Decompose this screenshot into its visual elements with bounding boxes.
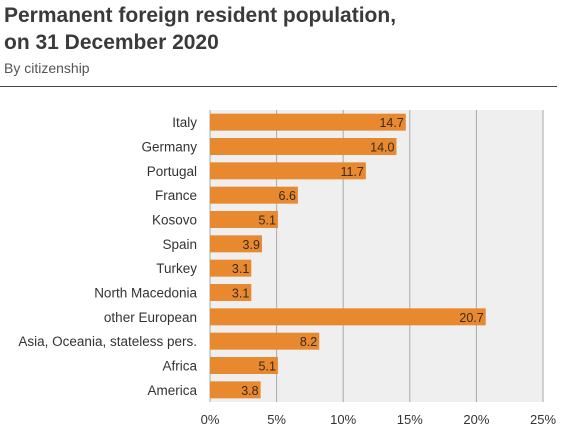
chart-title-line-1: Permanent foreign resident population, bbox=[4, 4, 397, 27]
x-tick-label: 25% bbox=[530, 412, 556, 427]
category-label: Africa bbox=[162, 359, 197, 374]
x-tick-label: 5% bbox=[267, 412, 286, 427]
category-label: Italy bbox=[172, 115, 197, 130]
bar bbox=[210, 332, 320, 350]
value-label: 5.1 bbox=[259, 214, 276, 228]
value-label: 3.1 bbox=[232, 287, 249, 301]
category-label: other European bbox=[104, 310, 197, 325]
value-label: 3.1 bbox=[232, 262, 249, 276]
category-label: Asia, Oceania, stateless pers. bbox=[18, 334, 197, 349]
category-label: North Macedonia bbox=[94, 286, 197, 301]
bar bbox=[210, 308, 486, 326]
plot-area bbox=[210, 110, 543, 402]
value-label: 3.9 bbox=[243, 238, 260, 252]
bar bbox=[210, 235, 262, 253]
bar bbox=[210, 186, 298, 204]
bar bbox=[210, 259, 252, 277]
value-label: 6.6 bbox=[279, 189, 296, 203]
title-divider bbox=[0, 86, 557, 87]
value-label: 5.1 bbox=[259, 360, 276, 374]
category-label: Germany bbox=[141, 140, 197, 155]
category-label: Portugal bbox=[147, 164, 197, 179]
bar bbox=[210, 162, 366, 180]
bar bbox=[210, 138, 397, 155]
x-tick-label: 0% bbox=[201, 412, 220, 427]
bar bbox=[210, 211, 278, 228]
value-label: 14.7 bbox=[379, 116, 403, 130]
category-label: France bbox=[155, 188, 197, 203]
value-label: 8.2 bbox=[300, 335, 317, 349]
chart-title-line-2: on 31 December 2020 bbox=[4, 31, 219, 54]
x-tick-label: 20% bbox=[463, 412, 489, 427]
category-label: Spain bbox=[162, 237, 197, 252]
bar bbox=[210, 381, 261, 399]
value-label: 20.7 bbox=[459, 311, 483, 325]
chart-subtitle: By citizenship bbox=[4, 60, 90, 76]
x-tick-label: 15% bbox=[397, 412, 423, 427]
value-label: 3.8 bbox=[241, 384, 258, 398]
x-tick-label: 10% bbox=[330, 412, 356, 427]
category-label: Kosovo bbox=[152, 213, 197, 228]
value-label: 14.0 bbox=[370, 141, 394, 155]
value-label: 11.7 bbox=[340, 165, 363, 179]
bar bbox=[210, 113, 406, 131]
category-label: America bbox=[147, 383, 197, 398]
category-label: Turkey bbox=[156, 261, 197, 276]
bar bbox=[210, 357, 278, 374]
chart-title: Permanent foreign resident population, o… bbox=[4, 2, 396, 56]
bar bbox=[210, 284, 252, 301]
